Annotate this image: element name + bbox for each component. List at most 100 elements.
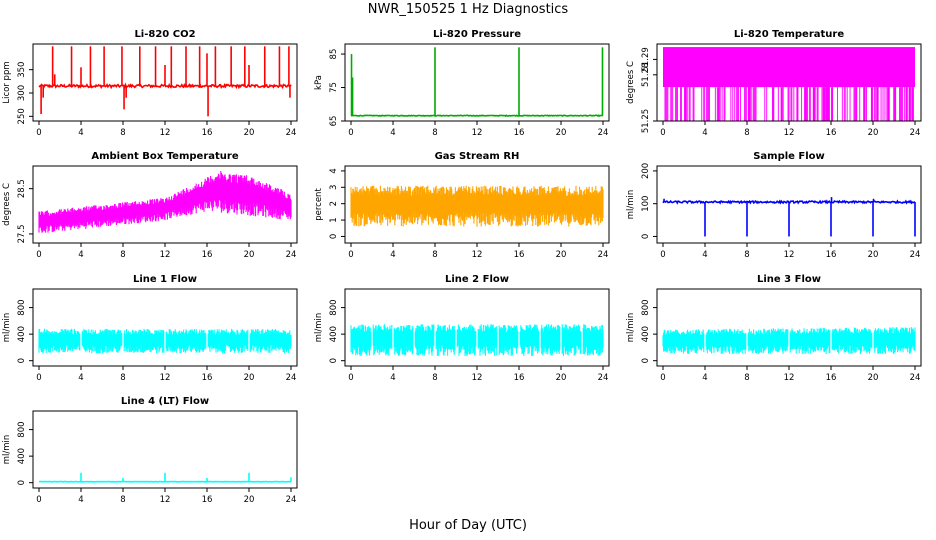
- y-tick-label: 0: [329, 234, 339, 239]
- x-tick-label: 24: [598, 128, 609, 138]
- plot-frame: [656, 288, 922, 367]
- x-tick-label: 12: [160, 373, 171, 383]
- x-tick-label: 4: [78, 495, 83, 505]
- y-tick-label: 28.5: [17, 179, 27, 198]
- x-tick-label: 12: [472, 373, 483, 383]
- y-tick-label: 350: [17, 62, 27, 78]
- x-tick-label: 0: [36, 373, 41, 383]
- x-tick-label: 20: [556, 250, 567, 260]
- x-tick-label: 16: [202, 373, 213, 383]
- series-4: [350, 185, 604, 227]
- chart-panel: Li-820 CO2 Licor ppm 0 4 8 12 16 20 24 250 300 350: [2, 29, 298, 138]
- chart-panel: Line 1 Flow ml/min 0 4 8 12 16 20 24 0 400 800: [2, 274, 298, 383]
- series-6: [38, 328, 292, 354]
- series-band: [350, 185, 604, 227]
- x-tick-label: 20: [244, 495, 255, 505]
- y-axis-label: ml/min: [2, 435, 12, 465]
- chart-title: Gas Stream RH: [435, 151, 520, 162]
- chart-title: Line 2 Flow: [445, 274, 509, 285]
- y-tick-label: 65: [329, 116, 339, 127]
- x-tick-label: 8: [120, 373, 125, 383]
- x-tick-label: 0: [660, 250, 665, 260]
- x-tick-label: 12: [784, 128, 795, 138]
- x-tick-label: 24: [286, 373, 297, 383]
- chart-panel: Line 2 Flow ml/min 0 4 8 12 16 20 24 0 400 800: [314, 274, 610, 383]
- x-tick-label: 24: [910, 128, 921, 138]
- y-tick-label: 0: [17, 480, 27, 485]
- y-tick-label: 4: [329, 168, 339, 173]
- y-axis-label: ml/min: [2, 313, 12, 343]
- y-tick-label: 27.5: [17, 224, 27, 243]
- chart-panel: Sample Flow ml/min 0 4 8 12 16 20 24 0 100 200: [626, 151, 922, 260]
- x-tick-label: 16: [826, 373, 837, 383]
- y-tick-label: 51.25: [641, 109, 651, 133]
- x-tick-label: 20: [868, 373, 879, 383]
- series-0: [38, 46, 292, 117]
- x-tick-label: 16: [826, 128, 837, 138]
- chart-panel: Li-820 Temperature degrees C 0 4 8 12 16 20 24 51…: [626, 29, 922, 138]
- x-tick-label: 0: [348, 373, 353, 383]
- x-tick-label: 0: [348, 128, 353, 138]
- x-tick-label: 4: [390, 250, 395, 260]
- y-tick-label: 400: [641, 326, 651, 342]
- y-tick-label: 51.29: [641, 47, 651, 71]
- x-tick-label: 4: [78, 128, 83, 138]
- x-tick-label: 12: [472, 250, 483, 260]
- y-tick-label: 0: [329, 358, 339, 363]
- y-tick-label: 400: [329, 326, 339, 342]
- series-2: [663, 47, 915, 121]
- y-tick-label: 0: [17, 358, 27, 363]
- y-axis-label: ml/min: [314, 313, 324, 343]
- y-tick-label: 800: [329, 299, 339, 315]
- x-tick-label: 8: [744, 373, 749, 383]
- y-tick-label: 51.28: [641, 63, 651, 87]
- x-tick-label: 20: [244, 128, 255, 138]
- x-tick-label: 4: [702, 373, 707, 383]
- x-tick-label: 4: [390, 373, 395, 383]
- chart-panel: Ambient Box Temperature degrees C 0 4 8 12 16 2…: [2, 151, 298, 260]
- y-axis-label: percent: [314, 188, 324, 221]
- y-tick-label: 800: [17, 299, 27, 315]
- chart-title: Li-820 Temperature: [734, 29, 844, 40]
- x-tick-label: 0: [36, 250, 41, 260]
- series-band: [662, 327, 916, 354]
- x-tick-label: 12: [784, 250, 795, 260]
- series-band: [38, 328, 292, 354]
- x-tick-label: 4: [78, 250, 83, 260]
- x-tick-label: 20: [556, 128, 567, 138]
- x-tick-label: 16: [202, 128, 213, 138]
- x-tick-label: 8: [120, 128, 125, 138]
- x-tick-label: 16: [826, 250, 837, 260]
- x-tick-label: 12: [784, 373, 795, 383]
- chart-title: Ambient Box Temperature: [91, 151, 238, 162]
- x-tick-label: 0: [660, 128, 665, 138]
- x-tick-label: 16: [514, 373, 525, 383]
- x-tick-label: 24: [286, 128, 297, 138]
- x-tick-label: 20: [868, 250, 879, 260]
- x-tick-label: 12: [160, 250, 171, 260]
- y-tick-label: 0: [641, 358, 651, 363]
- x-tick-label: 24: [286, 495, 297, 505]
- chart-title: Line 3 Flow: [757, 274, 821, 285]
- chart-panel: Line 4 (LT) Flow ml/min 0 4 8 12 16 20 24 0 400 800: [2, 396, 298, 505]
- chart-title: Line 1 Flow: [133, 274, 197, 285]
- x-tick-label: 0: [36, 495, 41, 505]
- x-tick-label: 12: [472, 128, 483, 138]
- x-tick-label: 8: [432, 373, 437, 383]
- x-axis-caption: Hour of Day (UTC): [409, 518, 527, 533]
- x-tick-label: 16: [514, 250, 525, 260]
- y-tick-label: 250: [17, 108, 27, 124]
- x-tick-label: 20: [244, 373, 255, 383]
- chart-title: Sample Flow: [753, 151, 825, 162]
- y-tick-label: 100: [641, 196, 651, 212]
- x-tick-label: 0: [36, 128, 41, 138]
- x-tick-label: 8: [120, 495, 125, 505]
- series-1: [350, 47, 604, 118]
- series-7: [350, 324, 604, 356]
- y-tick-label: 0: [641, 234, 651, 239]
- x-tick-label: 12: [160, 495, 171, 505]
- x-tick-label: 0: [348, 250, 353, 260]
- y-tick-label: 400: [17, 448, 27, 464]
